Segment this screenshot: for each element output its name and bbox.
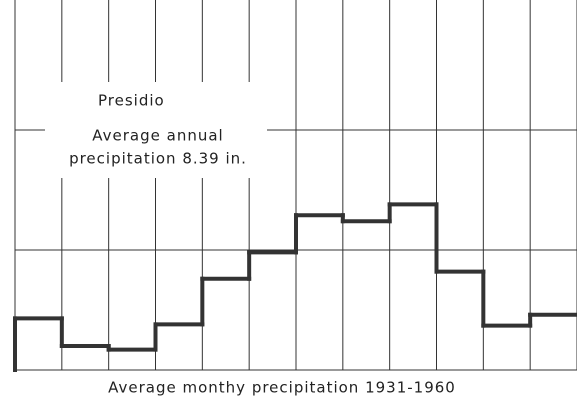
- annotation-box: [45, 82, 267, 178]
- marks: [13, 202, 577, 372]
- annotation: Presidio: [98, 92, 165, 110]
- annotation: Average annual: [92, 127, 223, 145]
- annotation: precipitation 8.39 in.: [69, 150, 247, 168]
- chart-title: Average monthy precipitation 1931-1960: [108, 379, 456, 397]
